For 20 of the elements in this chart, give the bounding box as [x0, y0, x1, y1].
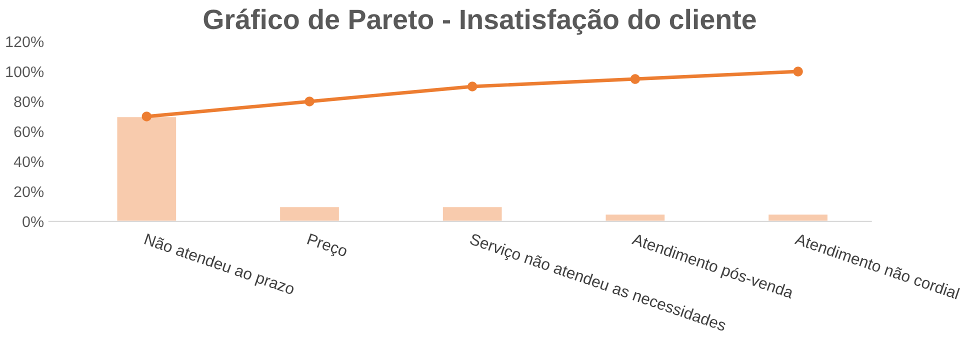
- chart-title: Gráfico de Pareto - Insatisfação do cliente: [204, 8, 756, 35]
- bar: [116, 116, 178, 222]
- y-tick-label: 120%: [6, 36, 44, 48]
- y-tick-label: 60%: [14, 126, 44, 138]
- bar: [278, 206, 340, 222]
- x-tick-label: Preço: [306, 233, 348, 260]
- point: [793, 66, 803, 76]
- bar: [604, 213, 666, 222]
- y-tick-label: 20%: [14, 186, 44, 198]
- bar: [767, 213, 829, 222]
- y-tick-label: 80%: [14, 96, 44, 108]
- point: [630, 74, 640, 84]
- y-tick-label: 0%: [22, 216, 44, 228]
- bar: [442, 206, 504, 222]
- point: [467, 82, 478, 92]
- point: [304, 96, 314, 106]
- point: [142, 112, 152, 122]
- x-tick-label: Não atendeu ao prazo: [143, 232, 296, 298]
- y-tick-label: 40%: [14, 156, 44, 168]
- y-tick-label: 100%: [6, 66, 44, 78]
